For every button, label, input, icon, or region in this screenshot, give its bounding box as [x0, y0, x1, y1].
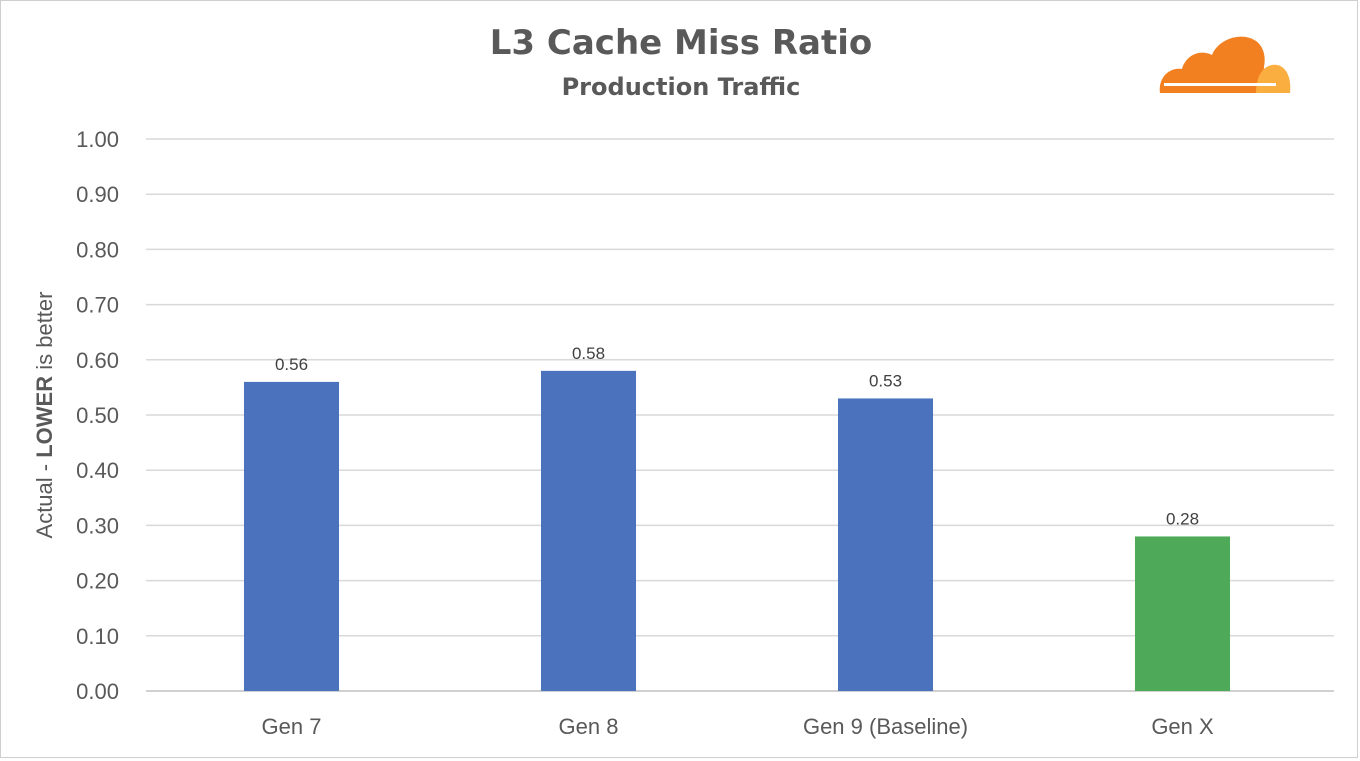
y-tick-label: 0.20	[76, 569, 119, 594]
x-tick-label: Gen 9 (Baseline)	[803, 714, 968, 739]
cloudflare-cloud-icon	[1159, 36, 1291, 93]
bar-gen-9-baseline	[837, 398, 934, 691]
y-tick-label: 0.30	[76, 513, 119, 538]
y-tick-label: 0.50	[76, 403, 119, 428]
logo-gap-line	[1164, 83, 1276, 86]
bar-gen-8	[540, 370, 637, 691]
y-tick-label: 0.70	[76, 293, 119, 318]
y-tick-label: 0.90	[76, 182, 119, 207]
chart-subtitle: Production Traffic	[561, 73, 801, 101]
bar-gen-7	[243, 381, 340, 691]
y-tick-label: 0.00	[76, 679, 119, 704]
bar-gen-x	[1134, 536, 1231, 691]
data-label: 0.53	[869, 371, 902, 390]
y-tick-label: 0.10	[76, 624, 119, 649]
x-tick-labels: Gen 7 Gen 8 Gen 9 (Baseline) Gen X	[262, 714, 1214, 739]
logo-cloud-main	[1159, 36, 1265, 93]
chart-title: L3 Cache Miss Ratio	[489, 23, 873, 63]
x-tick-label: Gen 8	[559, 714, 619, 739]
x-tick-label: Gen 7	[262, 714, 322, 739]
x-tick-label: Gen X	[1151, 714, 1214, 739]
bars	[243, 370, 1231, 691]
gridlines	[146, 138, 1334, 692]
data-labels: 0.56 0.58 0.53 0.28	[275, 344, 1199, 529]
y-tick-label: 0.40	[76, 458, 119, 483]
data-label: 0.28	[1166, 509, 1199, 528]
y-tick-label: 0.80	[76, 237, 119, 262]
data-label: 0.58	[572, 344, 605, 363]
y-tick-label: 1.00	[76, 127, 119, 152]
data-label: 0.56	[275, 355, 308, 374]
y-tick-labels: 0.00 0.10 0.20 0.30 0.40 0.50 0.60 0.70 0.80 0.90…	[76, 127, 119, 704]
y-tick-label: 0.60	[76, 348, 119, 373]
